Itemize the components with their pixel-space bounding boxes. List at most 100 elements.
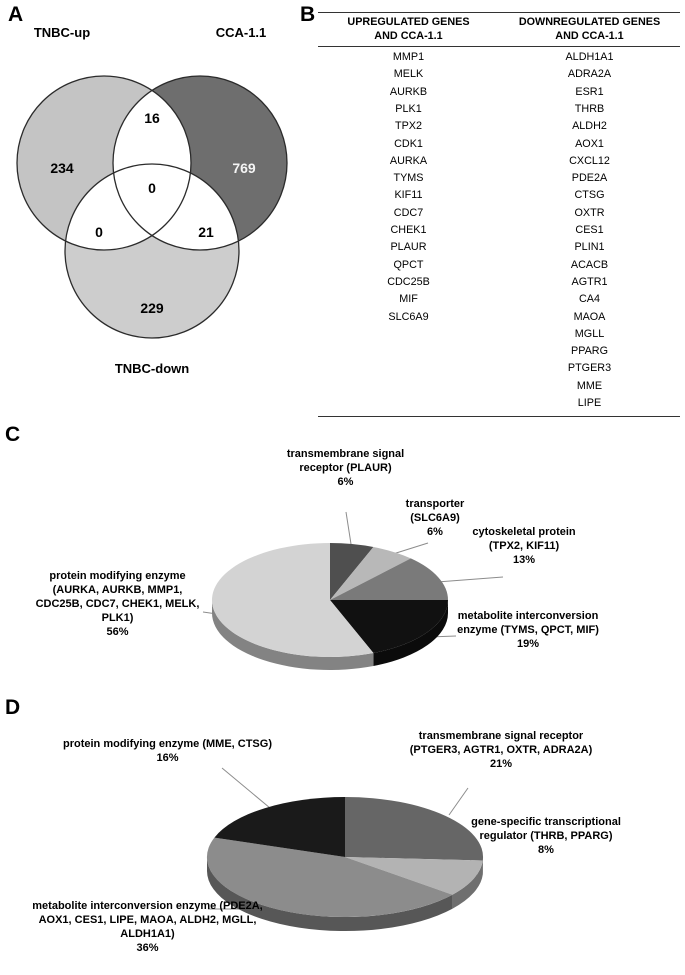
slice-label-text: protein modifying enzyme (MME, CTSG)	[62, 738, 272, 750]
gene-item: CTSG	[574, 189, 605, 202]
slice-label-metabolite-enzyme: metabolite interconversion enzyme (PDE2A…	[30, 900, 265, 956]
gene-item: CHEK1	[390, 224, 427, 237]
pie-chart-upregulated	[202, 511, 504, 670]
slice-percentage: 16%	[156, 751, 179, 764]
slice-label-text: transmembrane signal receptor (PTGER3, A…	[409, 730, 593, 756]
gene-item: TYMS	[393, 172, 424, 185]
gene-item: TPX2	[394, 120, 422, 133]
venn-count-center: 0	[148, 180, 156, 196]
gene-item: ALDH2	[572, 120, 607, 133]
gene-item: PLIN1	[574, 241, 605, 254]
slice-label-text: cytoskeletal protein (TPX2, KIF11)	[472, 526, 576, 552]
slice-label-transcriptional-regulator: gene-specific transcriptional regulator …	[462, 816, 630, 858]
gene-item: PLAUR	[390, 241, 427, 254]
leader-line	[436, 576, 504, 583]
gene-item: PTGER3	[567, 362, 612, 375]
gene-item: THRB	[574, 102, 605, 115]
venn-set-label-tnbc-up: TNBC-up	[34, 25, 90, 40]
venn-count-up-down: 0	[95, 224, 103, 240]
downregulated-genes-column: ALDH1A1 ADRA2A ESR1 THRB ALDH2 AOX1 CXCL12 PDE2…	[499, 49, 680, 412]
gene-item: PDE2A	[571, 172, 608, 185]
slice-label-text: gene-specific transcriptional regulator …	[471, 816, 621, 842]
pie-slices-group	[206, 797, 484, 932]
gene-item: ESR1	[575, 85, 604, 98]
pie-slices-group	[211, 543, 449, 670]
venn-count-tnbc-down-only: 229	[140, 300, 164, 316]
gene-item: QPCT	[393, 258, 424, 271]
slice-percentage: 21%	[489, 757, 513, 770]
panel-label-c: C	[5, 423, 21, 446]
pie-slice	[330, 543, 374, 600]
slice-percentage: 19%	[516, 637, 540, 650]
pie-slice-side	[373, 600, 448, 666]
gene-item: AOX1	[575, 137, 604, 150]
slice-label-text: protein modifying enzyme (AURKA, AURKB, …	[35, 570, 200, 624]
pie-slice	[214, 797, 345, 857]
gene-item: PLK1	[395, 102, 422, 115]
gene-item: MME	[576, 379, 603, 392]
panel-label-a: A	[8, 3, 24, 26]
gene-table-header-row: UPREGULATED GENES AND CCA-1.1 DOWNREGULA…	[318, 12, 680, 48]
pie-slice	[330, 600, 448, 653]
gene-item: CXCL12	[569, 154, 610, 167]
gene-item: MMP1	[392, 51, 425, 64]
pie-slice	[345, 857, 483, 895]
gene-item: MIF	[399, 293, 418, 306]
gene-table: UPREGULATED GENES AND CCA-1.1 DOWNREGULA…	[318, 12, 680, 418]
venn-outline-tnbc-up	[16, 75, 192, 251]
gene-item: CES1	[575, 224, 604, 237]
pie-slice-side	[452, 860, 483, 909]
slice-label-metabolite-enzyme: metabolite interconversion enzyme (TYMS,…	[452, 610, 604, 652]
panel-label-d: D	[5, 696, 21, 719]
gene-item: CDC7	[393, 206, 424, 219]
slice-label-transmembrane-receptor: transmembrane signal receptor (PLAUR) 6%	[283, 448, 408, 490]
slice-percentage: 56%	[106, 625, 129, 638]
pie-panel-upregulated: transmembrane signal receptor (PLAUR) 6%…	[0, 440, 685, 702]
pie-slice-side	[212, 600, 374, 670]
gene-item: AURKB	[389, 85, 428, 98]
venn-outline-cca	[112, 75, 288, 251]
slice-label-transporter: transporter (SLC6A9) 6%	[395, 498, 475, 540]
slice-percentage: 13%	[512, 553, 536, 566]
venn-count-cca-only: 769	[232, 160, 256, 176]
slice-percentage: 36%	[136, 941, 159, 954]
slice-percentage: 6%	[337, 475, 354, 488]
leader-line	[392, 542, 429, 555]
gene-item: SLC6A9	[388, 310, 429, 323]
gene-item: ALDH1A1	[565, 51, 614, 64]
upregulated-header: UPREGULATED GENES AND CCA-1.1	[347, 16, 470, 43]
gene-item: KIF11	[394, 189, 423, 202]
slice-label-text: transmembrane signal receptor (PLAUR)	[286, 448, 405, 474]
gene-item: AURKA	[389, 154, 428, 167]
pie-slice	[330, 558, 449, 600]
venn-set-label-cca: CCA-1.1	[216, 25, 267, 40]
leader-line	[221, 767, 271, 809]
slice-label-text: transporter (SLC6A9)	[405, 498, 465, 524]
venn-count-cca-down: 21	[198, 224, 214, 240]
slice-label-protein-modifying-enzyme: protein modifying enzyme (AURKA, AURKB, …	[30, 570, 205, 640]
gene-item: PPARG	[571, 345, 608, 358]
gene-item: CDK1	[394, 137, 423, 150]
gene-item: OXTR	[574, 206, 605, 219]
downregulated-header: DOWNREGULATED GENES AND CCA-1.1	[518, 16, 661, 43]
venn-count-tnbc-up-only: 234	[50, 160, 74, 176]
pie-slice-side	[206, 857, 453, 932]
gene-item: AGTR1	[571, 275, 608, 288]
leader-line	[345, 511, 352, 545]
gene-item: LIPE	[577, 397, 602, 409]
slice-percentage: 8%	[538, 843, 554, 856]
gene-item: ADRA2A	[567, 68, 612, 81]
slice-label-text: metabolite interconversion enzyme (TYMS,…	[457, 610, 599, 636]
pie-chart-downregulated	[206, 767, 484, 932]
pie-panel-downregulated: protein modifying enzyme (MME, CTSG) 16%…	[0, 712, 685, 975]
pie-slice	[211, 543, 374, 657]
slice-percentage: 6%	[427, 525, 443, 538]
slice-label-transmembrane-receptor: transmembrane signal receptor (PTGER3, A…	[402, 730, 600, 772]
gene-item: MGLL	[574, 327, 605, 340]
venn-count-up-cca: 16	[144, 110, 160, 126]
gene-item: MAOA	[573, 310, 606, 323]
venn-outline-tnbc-down	[64, 163, 240, 339]
panel-label-b: B	[300, 3, 316, 26]
gene-item: MELK	[393, 68, 424, 81]
